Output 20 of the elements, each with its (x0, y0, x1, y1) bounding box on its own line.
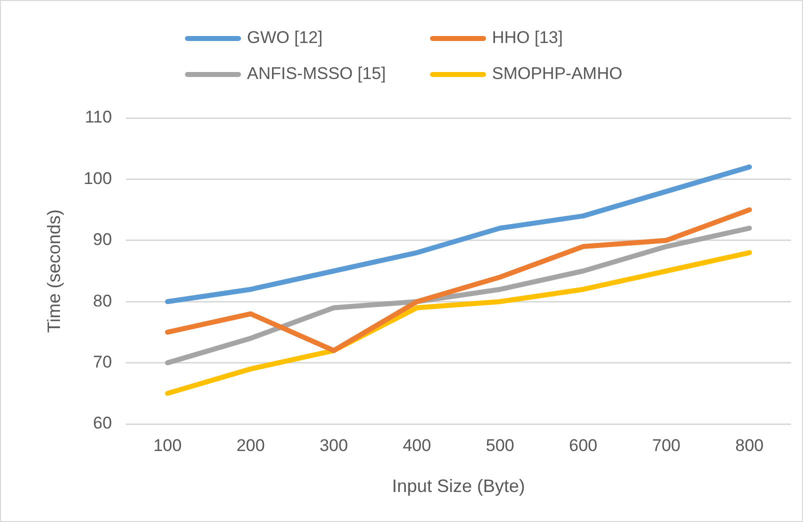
x-tick-label: 100 (153, 436, 182, 455)
x-tick-label: 700 (652, 436, 680, 455)
legend-label: ANFIS-MSSO [15] (247, 64, 386, 84)
y-axis-title: Time (seconds) (44, 209, 64, 333)
y-tick-label: 100 (84, 168, 112, 188)
y-tick-label: 90 (93, 230, 112, 250)
x-tick-label: 300 (320, 436, 348, 455)
y-tick-label: 60 (93, 414, 112, 433)
x-tick-label: 800 (735, 436, 764, 455)
legend-label: SMOPHP-AMHO (492, 64, 622, 84)
x-axis-title: Input Size (Byte) (392, 476, 526, 496)
x-tick-label: 600 (568, 436, 598, 455)
legend-label: HHO [13] (492, 28, 563, 48)
x-tick-label: 200 (236, 436, 265, 455)
x-tick-label: 400 (402, 436, 432, 455)
y-tick-label: 110 (84, 108, 112, 127)
x-tick-label: 500 (486, 436, 514, 455)
y-tick-label: 80 (93, 291, 112, 310)
legend-label: GWO [12] (247, 28, 323, 48)
y-tick-label: 70 (93, 352, 112, 372)
